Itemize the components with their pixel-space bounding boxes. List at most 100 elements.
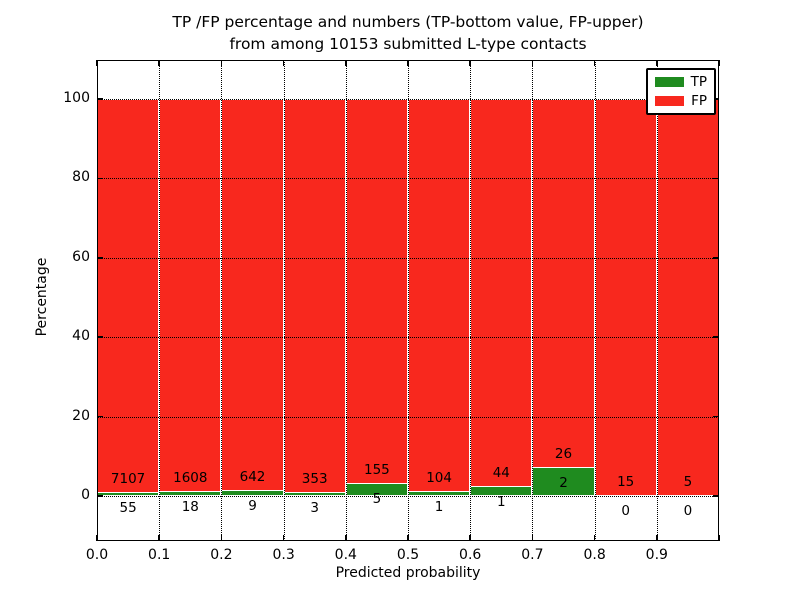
chart-title-line2: from among 10153 submitted L-type contac…	[229, 35, 587, 53]
horizontal-gridline	[97, 337, 719, 339]
y-tick-mark	[713, 336, 719, 338]
horizontal-gridline	[97, 99, 719, 100]
x-tick-mark	[282, 535, 285, 541]
y-tick-label: 60	[72, 248, 90, 265]
y-tick-mark	[713, 98, 719, 100]
y-tick-mark	[97, 336, 103, 338]
y-tick-label: 80	[72, 169, 90, 186]
x-tick-label: 0.8	[583, 547, 606, 563]
fp-count-label: 353	[301, 470, 328, 487]
x-tick-label: 0.0	[85, 547, 109, 563]
legend-label-fp: FP	[691, 93, 707, 109]
tp-count-label: 0	[683, 503, 693, 519]
tp-legend-swatch	[655, 77, 684, 87]
vertical-gridline	[221, 60, 223, 541]
x-tick-mark	[469, 60, 471, 66]
horizontal-gridline	[97, 257, 719, 259]
vertical-gridline	[283, 60, 285, 541]
x-tick-mark	[158, 535, 160, 541]
x-tick-mark	[407, 60, 409, 66]
vertical-gridline	[594, 60, 596, 541]
x-axis-label: Predicted probability	[335, 565, 481, 581]
x-tick-mark	[656, 535, 658, 541]
fp-count-label: 26	[554, 445, 573, 462]
x-tick-label: 0.5	[396, 547, 420, 563]
y-tick-mark	[97, 98, 103, 100]
fp-count-label: 44	[492, 465, 510, 482]
y-tick-mark	[97, 415, 103, 418]
x-tick-label: 0.6	[459, 547, 482, 563]
horizontal-gridline	[97, 496, 719, 497]
x-tick-mark	[593, 60, 596, 66]
bar-fp-0	[97, 99, 160, 493]
bar-fp-8	[594, 99, 657, 496]
bar-tp-7	[532, 467, 595, 496]
y-axis-label: Percentage	[34, 257, 50, 337]
x-tick-label: 0.2	[210, 547, 233, 563]
fp-count-label: 642	[239, 468, 266, 485]
x-tick-mark	[220, 535, 223, 541]
bar-fp-5	[408, 99, 471, 493]
y-tick-label: 40	[72, 328, 90, 345]
fp-count-label: 7107	[110, 470, 146, 487]
x-tick-label: 0.1	[148, 547, 171, 563]
x-tick-mark	[407, 535, 409, 541]
vertical-gridline	[159, 60, 161, 541]
legend-label-tp: TP	[690, 74, 707, 90]
fp-legend-swatch	[655, 96, 684, 106]
tp-count-label: 2	[559, 474, 568, 491]
x-tick-mark	[345, 535, 347, 541]
y-tick-mark	[97, 495, 103, 497]
fp-count-label: 1608	[173, 469, 208, 486]
x-tick-mark	[593, 535, 596, 541]
x-tick-mark	[531, 535, 534, 541]
chart-title: TP /FP percentage and numbers (TP-bottom…	[97, 11, 719, 55]
x-tick-mark	[469, 535, 471, 541]
y-tick-mark	[713, 177, 719, 180]
y-tick-mark	[97, 257, 103, 259]
y-tick-label: 20	[72, 407, 90, 424]
vertical-gridline	[345, 60, 347, 541]
horizontal-gridline	[97, 416, 719, 418]
x-tick-label: 0.4	[334, 547, 357, 563]
legend-item-tp: TP	[655, 75, 707, 89]
bar-fp-3	[283, 99, 346, 493]
y-tick-label: 100	[63, 90, 90, 106]
tp-count-label: 9	[248, 497, 257, 514]
plot-area: 7107 55 1608 18 642 9 353 3 155 5 104 1 44 1 26 2 15 0 5 0	[96, 60, 720, 541]
tp-count-label: 1	[497, 494, 506, 511]
tp-count-label: 1	[434, 499, 444, 516]
tp-count-label: 55	[119, 499, 137, 516]
x-tick-mark	[282, 60, 285, 66]
bar-fp-4	[345, 99, 408, 484]
x-tick-mark	[718, 535, 720, 541]
x-tick-label: 0.9	[645, 547, 668, 563]
tp-count-label: 3	[310, 499, 319, 516]
legend-item-fp: FP	[655, 94, 707, 108]
y-tick-mark	[713, 415, 719, 418]
vertical-gridline	[408, 60, 409, 541]
vertical-gridline	[470, 60, 472, 541]
x-tick-label: 0.7	[521, 547, 544, 563]
vertical-gridline	[532, 60, 534, 541]
y-tick-mark	[713, 257, 719, 259]
fp-count-label: 155	[364, 461, 390, 478]
x-tick-label: 0.3	[272, 547, 295, 563]
bar-fp-9	[656, 99, 719, 496]
x-tick-mark	[96, 535, 98, 541]
x-tick-mark	[96, 60, 98, 66]
bar-fp-1	[159, 99, 222, 492]
vertical-gridline	[656, 60, 658, 541]
tp-count-label: 18	[181, 498, 199, 515]
chart-title-line1: TP /FP percentage and numbers (TP-bottom…	[172, 13, 644, 31]
y-tick-mark	[97, 177, 103, 180]
fp-count-label: 15	[617, 474, 635, 490]
fp-count-label: 104	[426, 470, 452, 487]
x-tick-mark	[531, 60, 534, 66]
x-tick-mark	[718, 60, 720, 66]
horizontal-gridline	[97, 178, 719, 180]
x-tick-mark	[158, 60, 160, 66]
x-tick-mark	[345, 60, 347, 66]
bar-fp-6	[470, 99, 533, 488]
